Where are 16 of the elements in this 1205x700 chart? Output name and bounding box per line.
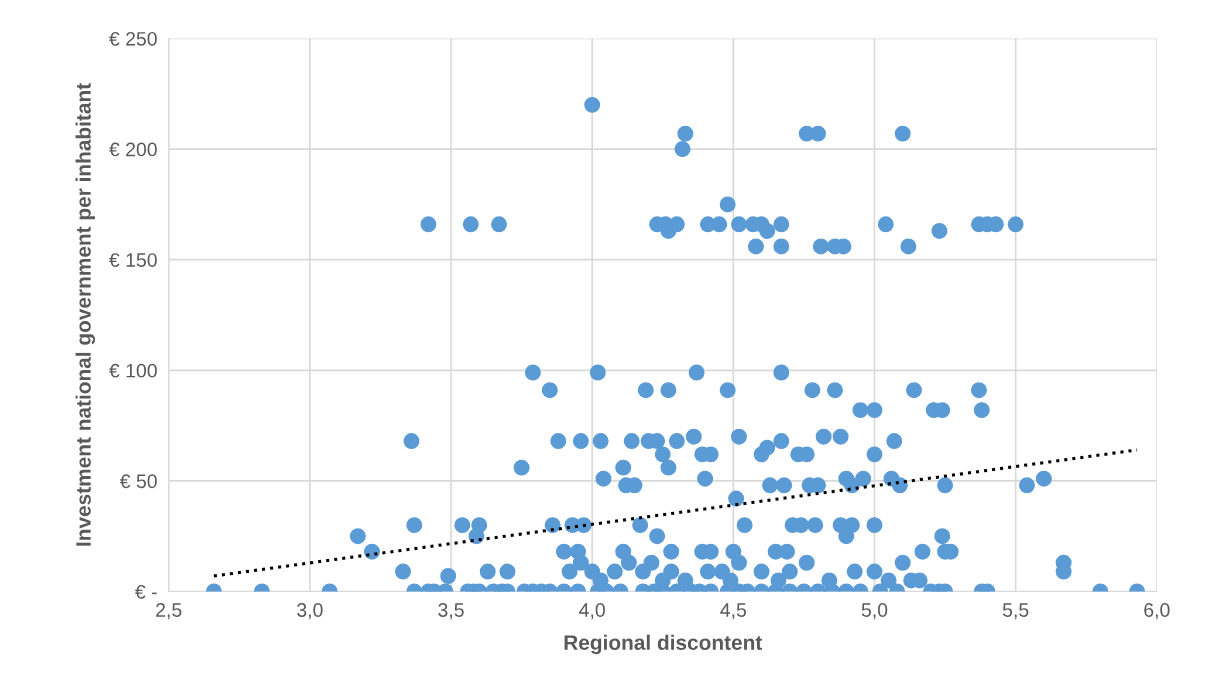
x-axis-title: Regional discontent xyxy=(564,634,763,655)
x-tick-label: 5,0 xyxy=(861,603,888,620)
x-tick-label: 3,0 xyxy=(297,603,323,620)
y-tick-label: € 100 xyxy=(109,363,157,378)
y-tick-label: € 50 xyxy=(119,474,157,489)
y-tick-label: € 200 xyxy=(109,142,157,157)
y-tick-label: € - xyxy=(135,584,157,599)
y-tick-label: € 150 xyxy=(109,253,157,267)
x-tick-label: 5,5 xyxy=(1002,603,1029,620)
x-tick-label: 4,5 xyxy=(720,603,747,620)
x-tick-label: 6,0 xyxy=(1144,603,1170,620)
x-tick-label: 4,0 xyxy=(579,603,605,620)
y-axis-title: Investment national government per inhabitant xyxy=(75,83,96,546)
x-tick-label: 3,5 xyxy=(438,603,464,620)
x-tick-label: 2,5 xyxy=(156,603,182,620)
y-tick-label: € 250 xyxy=(109,31,157,46)
